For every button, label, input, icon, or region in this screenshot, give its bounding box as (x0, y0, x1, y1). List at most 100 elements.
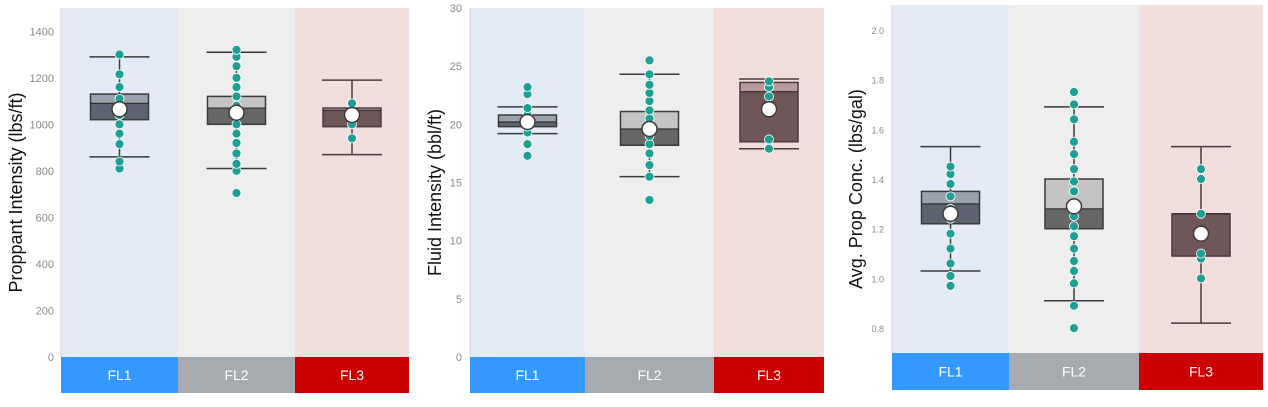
data-point[interactable] (1069, 221, 1079, 232)
data-point[interactable] (231, 138, 242, 148)
data-point[interactable] (1069, 87, 1079, 97)
data-point[interactable] (945, 191, 956, 202)
box-fl1[interactable] (920, 145, 981, 291)
data-point[interactable] (644, 160, 655, 170)
data-point[interactable] (644, 105, 655, 116)
data-point[interactable] (1069, 278, 1079, 289)
box-fl2[interactable] (619, 55, 680, 205)
box-fl3[interactable] (1171, 145, 1231, 324)
box-fl3[interactable] (322, 79, 382, 156)
data-point[interactable] (764, 76, 774, 87)
data-point[interactable] (231, 72, 242, 83)
category-strip-fl1[interactable] (470, 357, 585, 393)
category-strip-fl3[interactable] (1139, 353, 1263, 390)
data-point[interactable] (1196, 164, 1206, 174)
data-point[interactable] (114, 49, 125, 60)
category-strip-fl1[interactable] (892, 353, 1009, 390)
mean-marker[interactable] (1192, 225, 1210, 242)
data-point[interactable] (114, 156, 125, 167)
y-tick-label: 25 (450, 61, 462, 73)
mean-marker[interactable] (641, 120, 658, 138)
data-point[interactable] (1069, 266, 1079, 276)
box-fl1[interactable] (89, 49, 150, 174)
category-strip-fl3[interactable] (714, 357, 824, 393)
data-point[interactable] (644, 55, 655, 66)
data-point[interactable] (522, 82, 533, 93)
data-point[interactable] (231, 82, 242, 93)
data-point[interactable] (347, 133, 357, 144)
category-strip-fl2[interactable] (585, 357, 714, 393)
data-point[interactable] (764, 134, 774, 145)
data-point[interactable] (1069, 256, 1079, 266)
data-point[interactable] (644, 79, 655, 90)
category-strip-fl1[interactable] (61, 357, 178, 393)
data-point[interactable] (945, 228, 956, 239)
data-point[interactable] (1069, 114, 1079, 125)
data-point[interactable] (644, 96, 655, 106)
data-point[interactable] (945, 258, 956, 269)
mean-marker[interactable] (760, 100, 778, 118)
data-point[interactable] (1196, 208, 1206, 219)
data-point[interactable] (1069, 136, 1079, 147)
data-point[interactable] (764, 91, 774, 102)
mean-marker[interactable] (343, 106, 361, 124)
box-fl2[interactable] (1044, 87, 1104, 334)
data-point[interactable] (231, 128, 242, 139)
data-point[interactable] (1069, 164, 1079, 174)
y-tick-label: 1.6 (871, 125, 884, 135)
data-point[interactable] (1069, 186, 1079, 197)
data-point[interactable] (945, 161, 956, 172)
data-point[interactable] (114, 82, 125, 93)
data-point[interactable] (644, 171, 655, 182)
data-point[interactable] (1069, 99, 1079, 110)
mean-marker[interactable] (228, 104, 245, 121)
mean-marker[interactable] (111, 100, 128, 118)
data-point[interactable] (644, 139, 655, 150)
data-point[interactable] (1196, 248, 1206, 259)
data-point[interactable] (347, 98, 357, 109)
data-point[interactable] (231, 44, 242, 55)
data-point[interactable] (1069, 176, 1079, 187)
box-fl2[interactable] (206, 44, 267, 198)
data-point[interactable] (231, 119, 242, 130)
data-point[interactable] (1069, 243, 1079, 254)
category-strip-fl2[interactable] (178, 357, 295, 393)
mean-marker[interactable] (519, 113, 536, 131)
data-point[interactable] (764, 143, 774, 154)
box-fl3[interactable] (739, 76, 799, 154)
data-point[interactable] (945, 243, 956, 254)
data-point[interactable] (522, 150, 533, 161)
category-strip-fl3[interactable] (295, 357, 409, 393)
mean-marker[interactable] (942, 205, 959, 223)
data-point[interactable] (114, 119, 125, 130)
data-point[interactable] (231, 158, 242, 169)
data-point[interactable] (1196, 273, 1206, 284)
data-point[interactable] (1196, 174, 1206, 184)
data-point[interactable] (644, 69, 655, 80)
data-point[interactable] (231, 148, 242, 159)
data-point[interactable] (114, 128, 125, 139)
data-point[interactable] (945, 280, 956, 291)
data-point[interactable] (522, 103, 533, 113)
data-point[interactable] (644, 88, 655, 98)
y-tick-label: 10 (450, 236, 462, 248)
data-point[interactable] (114, 139, 125, 150)
box-fl1[interactable] (497, 82, 558, 161)
data-point[interactable] (1069, 149, 1079, 160)
data-point[interactable] (644, 148, 655, 159)
data-point[interactable] (945, 271, 956, 281)
data-point[interactable] (1069, 323, 1079, 334)
data-point[interactable] (522, 139, 533, 150)
data-point[interactable] (1069, 231, 1079, 242)
data-point[interactable] (1069, 300, 1079, 311)
data-point[interactable] (231, 91, 242, 102)
mean-marker[interactable] (1065, 198, 1083, 215)
data-point[interactable] (945, 179, 956, 189)
data-point[interactable] (231, 61, 242, 72)
y-tick-label: 1200 (30, 73, 54, 85)
data-point[interactable] (114, 69, 125, 80)
category-strip-fl2[interactable] (1009, 353, 1139, 390)
data-point[interactable] (231, 188, 242, 198)
data-point[interactable] (644, 195, 655, 205)
box-outline (920, 190, 981, 225)
